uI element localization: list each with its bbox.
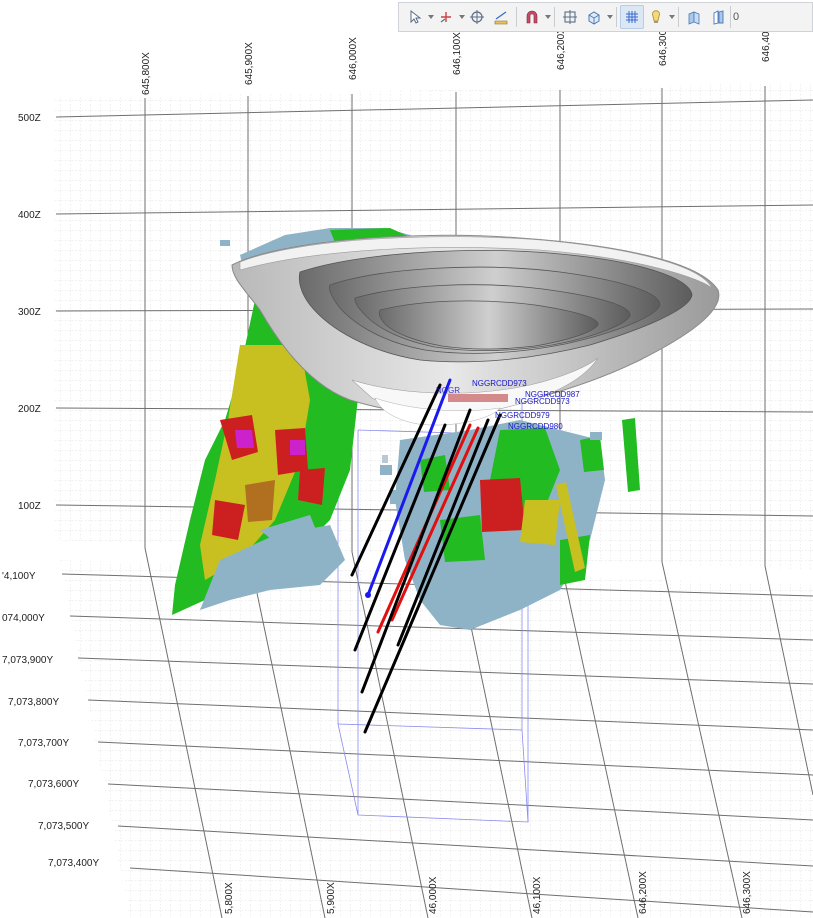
section-slice-icon[interactable] — [706, 5, 730, 29]
y-tick-label: 7,073,600Y — [28, 779, 79, 790]
magnet-snap-icon[interactable] — [520, 5, 544, 29]
drillhole-trace[interactable] — [353, 423, 447, 652]
y-tick-label: 7,073,900Y — [2, 655, 53, 666]
viewer-toolbar: 0 — [398, 2, 813, 32]
cube-box-icon[interactable] — [582, 5, 606, 29]
z-tick-label: 100Z — [18, 501, 41, 512]
x-tick-label: 646,300X — [658, 23, 669, 66]
target-icon[interactable] — [558, 5, 582, 29]
z-axis-labels: 500Z 400Z 300Z 200Z 100Z — [18, 113, 41, 512]
y-tick-label: 7,073,800Y — [8, 697, 59, 708]
measure-ruler-icon[interactable] — [489, 5, 513, 29]
chevron-down-icon[interactable] — [544, 5, 551, 29]
drillhole-label: NGGRCDD973 — [515, 397, 570, 406]
open-pit-surface[interactable] — [231, 234, 720, 426]
y-tick-label: 074,000Y — [2, 613, 45, 624]
drillhole-label-cluster: NGGR — [436, 386, 460, 395]
drillhole-trace[interactable] — [360, 408, 472, 694]
toolbar-overflow-value[interactable]: 0 — [730, 6, 745, 28]
chevron-down-icon[interactable] — [668, 5, 675, 29]
x-tick-label: 645,800X — [141, 52, 152, 95]
crosshair-icon[interactable] — [465, 5, 489, 29]
x-tick-label: 646,200X — [556, 27, 567, 70]
chevron-down-icon[interactable] — [427, 5, 434, 29]
z-tick-label: 200Z — [18, 404, 41, 415]
x-tick-label: 646,300X — [742, 871, 753, 914]
x-tick-label: 645,900X — [244, 42, 255, 85]
y-tick-label: '4,100Y — [2, 571, 36, 582]
x-axis-top-labels: 645,800X 645,900X 646,000X 646,100X 646,… — [141, 19, 772, 95]
x-tick-label: 46,100X — [532, 876, 543, 914]
x-tick-label: 5,800X — [224, 882, 235, 914]
x-tick-label: 646,000X — [348, 37, 359, 80]
y-tick-label: 7,073,400Y — [48, 858, 99, 869]
y-axis-labels: '4,100Y 074,000Y 7,073,900Y 7,073,800Y 7… — [2, 571, 99, 869]
x-tick-label: 46,000X — [428, 876, 439, 914]
drillhole-trace[interactable] — [363, 413, 502, 734]
floor-grid-plane — [60, 560, 813, 918]
x-axis-bottom-labels: 5,800X 5,900X 46,000X 46,100X 646,200X 6… — [224, 871, 753, 914]
drillhole-label: NGGRCDD973 — [472, 379, 527, 388]
x-tick-label: 646,200X — [638, 871, 649, 914]
select-arrow-icon[interactable] — [403, 5, 427, 29]
z-tick-label: 500Z — [18, 113, 41, 124]
drillhole-labels: NGGRCDD973 NGGRCDD987 NGGRCDD973 NGGRCDD… — [436, 379, 580, 431]
label-cluster-overlap — [448, 394, 508, 402]
chevron-down-icon[interactable] — [458, 5, 465, 29]
z-tick-label: 300Z — [18, 307, 41, 318]
y-tick-label: 7,073,500Y — [38, 821, 89, 832]
drillhole-label: NGGRCDD979 — [495, 411, 550, 420]
x-tick-label: 5,900X — [326, 882, 337, 914]
grid-lines-icon[interactable] — [620, 5, 644, 29]
drillhole-label: NGGRCDD987 — [525, 390, 580, 399]
lightbulb-icon[interactable] — [644, 5, 668, 29]
drillhole-trace[interactable] — [396, 418, 490, 647]
x-tick-label: 646,400X — [761, 19, 772, 62]
drillhole-trace[interactable] — [350, 383, 442, 577]
drillhole-label: NGGRCDD980 — [508, 422, 563, 431]
y-tick-label: 7,073,700Y — [18, 738, 69, 749]
drillholes[interactable] — [350, 378, 502, 734]
add-point-icon[interactable] — [434, 5, 458, 29]
drillhole-collar[interactable] — [365, 592, 371, 598]
chevron-down-icon[interactable] — [606, 5, 613, 29]
x-tick-label: 646,100X — [452, 32, 463, 75]
drillhole-trace[interactable] — [366, 378, 452, 597]
z-tick-label: 400Z — [18, 210, 41, 221]
section-planes-icon[interactable] — [682, 5, 706, 29]
drillhole-trace[interactable] — [390, 426, 480, 622]
